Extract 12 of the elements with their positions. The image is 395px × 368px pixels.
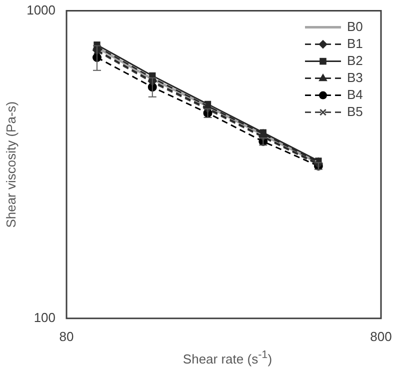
- legend-label: B0: [347, 18, 363, 34]
- x-tick-label: 800: [370, 328, 392, 344]
- y-tick-label: 100: [34, 310, 56, 325]
- legend-label: B1: [347, 36, 363, 51]
- y-axis-title: Shear viscosity (Pa-s): [3, 101, 18, 228]
- y-tick-label: 1000: [26, 2, 56, 18]
- x-tick-label: 80: [59, 328, 74, 344]
- legend-label: B3: [347, 70, 363, 85]
- legend-label: B4: [347, 86, 363, 102]
- legend-label: B5: [347, 104, 363, 119]
- x-axis-title: Shear rate (s$^{-1}$): [182, 349, 274, 366]
- legend-label: B2: [347, 52, 363, 68]
